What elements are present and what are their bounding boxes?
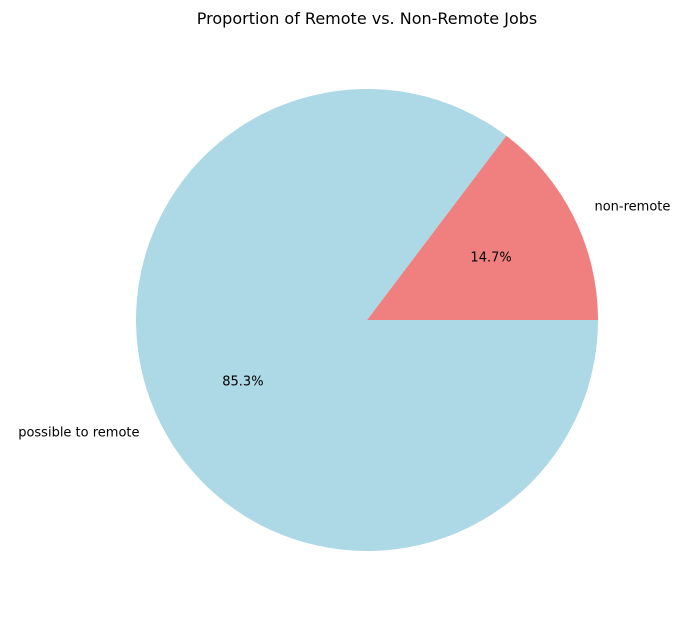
- chart-title: Proportion of Remote vs. Non-Remote Jobs: [197, 9, 537, 28]
- pie-category-label: possible to remote: [18, 426, 139, 441]
- pie-labels: 14.7% non-remote 85.3% possible to remote: [18, 199, 670, 440]
- pie-percent-label: 85.3%: [222, 374, 263, 389]
- pie-category-label: non-remote: [594, 199, 670, 214]
- pie-slices: [136, 88, 598, 551]
- pie-percent-label: 14.7%: [470, 251, 511, 266]
- pie-slice-possible-to-remote: [136, 88, 598, 551]
- pie-slice-non-remote: [367, 135, 598, 320]
